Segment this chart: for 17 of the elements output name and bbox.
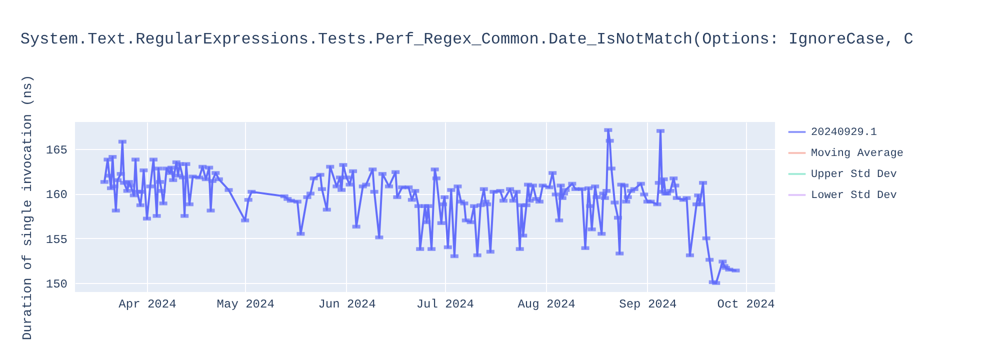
x-tick-label: Oct 2024 (717, 298, 775, 312)
y-tick-label: 165 (46, 143, 68, 158)
x-tick-label: Apr 2024 (118, 298, 176, 312)
y-tick-label: 160 (46, 188, 68, 202)
legend-label: 20240929.1 (811, 127, 878, 139)
x-tick-label: Jun 2024 (318, 298, 376, 312)
y-tick-label: 150 (46, 278, 68, 292)
chart-title: System.Text.RegularExpressions.Tests.Perf_Regex_Common.Date_IsNotMatch(Options: IgnoreCase, C (20, 30, 914, 48)
legend-label: Lower Std Dev (811, 190, 898, 202)
y-axis-title: Duration of single invocation (ns) (20, 74, 35, 340)
legend-label: Upper Std Dev (811, 169, 898, 181)
x-tick-label: Jul 2024 (416, 298, 474, 312)
x-tick-label: May 2024 (216, 298, 274, 312)
x-tick-label: Aug 2024 (518, 298, 576, 312)
legend-label: Moving Average (811, 148, 904, 160)
y-tick-label: 155 (46, 232, 68, 247)
x-tick-label: Sep 2024 (619, 298, 677, 312)
